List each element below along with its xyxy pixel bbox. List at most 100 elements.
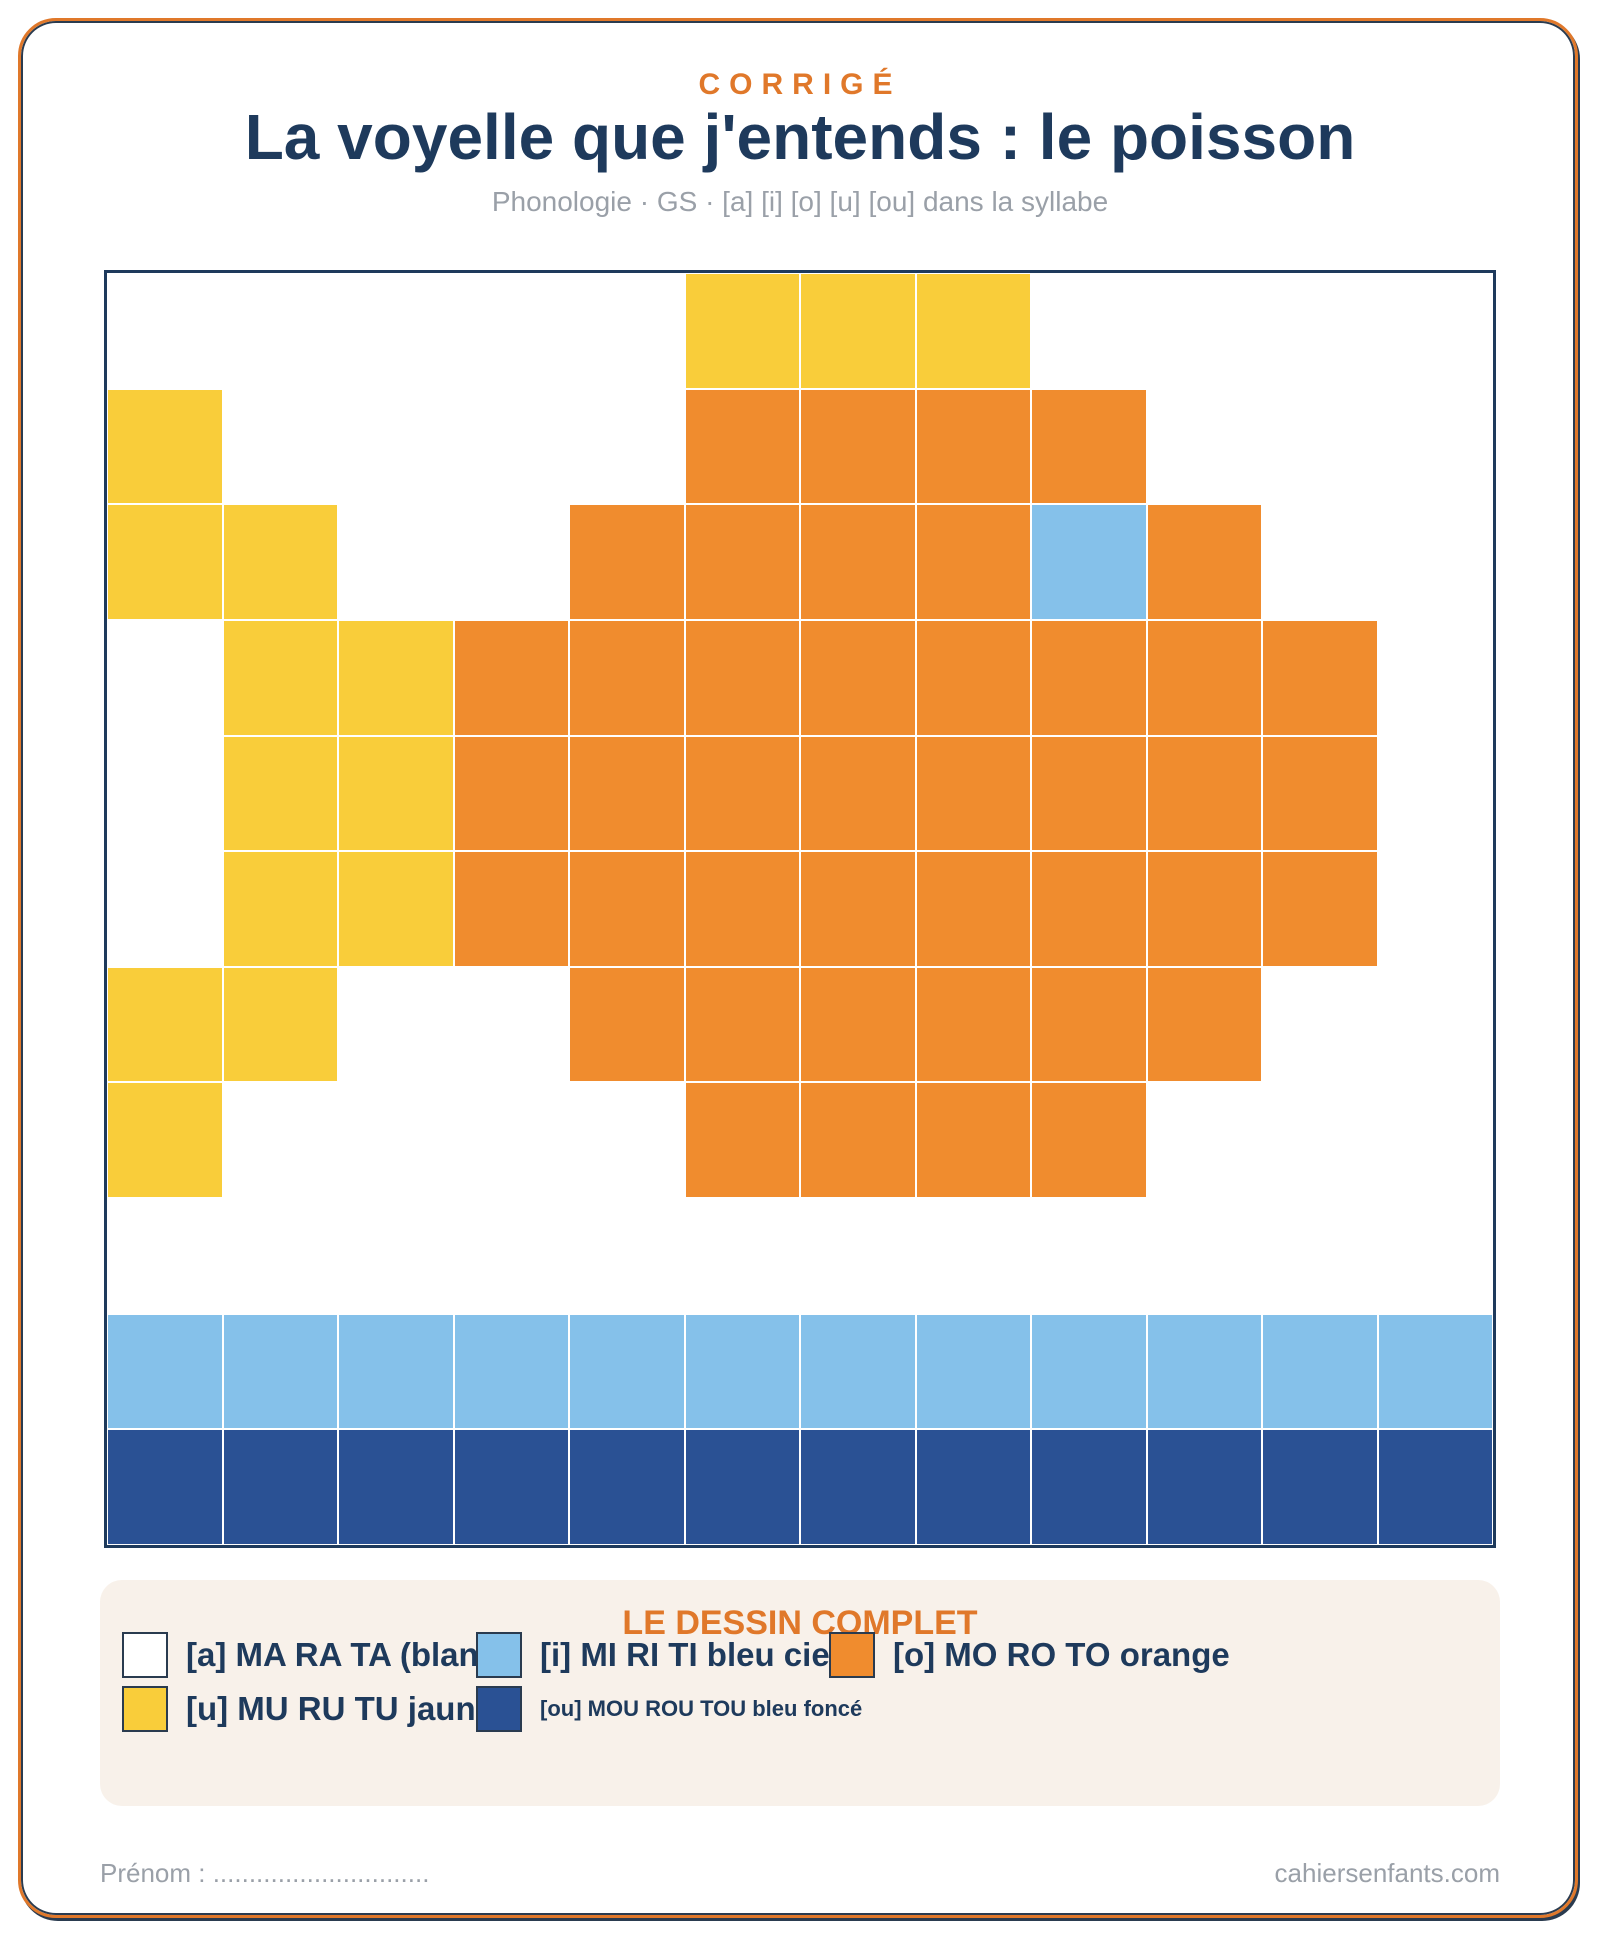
grid-cell-white: [453, 504, 569, 620]
grid-cell-white: [569, 388, 685, 505]
grid-cell-orange: [684, 619, 800, 736]
grid-cell-orange: [569, 966, 685, 1083]
grid-cell-orange: [684, 735, 800, 852]
legend-item-ou: [ou] MOU ROU TOU bleu foncé: [476, 1686, 862, 1732]
grid-cell-light-blue: [338, 1313, 454, 1430]
grid-cell-dark-blue: [1146, 1429, 1262, 1545]
grid-cell-yellow: [684, 273, 800, 389]
grid-cell-white: [222, 388, 338, 505]
grid-cell-dark-blue: [569, 1429, 685, 1545]
grid-cell-light-blue: [1146, 1313, 1262, 1430]
grid-cell-white: [1377, 735, 1493, 852]
grid-cell-orange: [800, 851, 916, 967]
grid-cell-white: [1377, 1082, 1493, 1199]
grid-cell-orange: [684, 851, 800, 967]
grid-cell-orange: [915, 504, 1031, 620]
legend-item-i: [i] MI RI TI bleu ciel: [476, 1632, 839, 1678]
grid-cell-yellow: [338, 851, 454, 967]
grid-cell-yellow: [338, 735, 454, 852]
grid-cell-light-blue: [684, 1313, 800, 1430]
grid-cell-white: [1377, 504, 1493, 620]
grid-cell-white: [338, 273, 454, 389]
grid-cell-light-blue: [222, 1313, 338, 1430]
grid-cell-dark-blue: [222, 1429, 338, 1545]
grid-cell-orange: [800, 388, 916, 505]
grid-cell-yellow: [222, 735, 338, 852]
legend-swatch-orange: [829, 1632, 875, 1678]
grid-cell-orange: [915, 735, 1031, 852]
grid-cell-white: [1262, 1198, 1378, 1314]
grid-cell-white: [1377, 851, 1493, 967]
grid-cell-white: [453, 1198, 569, 1314]
grid-cell-white: [1377, 388, 1493, 505]
grid-cell-white: [1262, 1082, 1378, 1199]
grid-cell-orange: [1262, 735, 1378, 852]
grid-cell-orange: [800, 966, 916, 1083]
grid-cell-orange: [915, 851, 1031, 967]
legend-swatch-yellow: [122, 1686, 168, 1732]
grid-cell-yellow: [222, 619, 338, 736]
grid-cell-white: [453, 273, 569, 389]
grid-cell-white: [222, 1198, 338, 1314]
grid-cell-orange: [1262, 619, 1378, 736]
legend-item-a: [a] MA RA TA (blanc): [122, 1632, 508, 1678]
grid-cell-white: [569, 273, 685, 389]
grid-cell-white: [1377, 966, 1493, 1083]
grid-cell-dark-blue: [453, 1429, 569, 1545]
legend-title: LE DESSIN COMPLET: [622, 1604, 978, 1642]
grid-cell-light-blue: [800, 1313, 916, 1430]
grid-cell-light-blue: [1377, 1313, 1493, 1430]
page-title: La voyelle que j'entends : le poisson: [244, 101, 1356, 173]
grid-cell-white: [1262, 504, 1378, 620]
grid-cell-orange: [1031, 388, 1147, 505]
grid-cell-white: [338, 1082, 454, 1199]
grid-cell-orange: [684, 504, 800, 620]
grid-cell-orange: [569, 851, 685, 967]
grid-cell-orange: [1146, 619, 1262, 736]
legend-item-o: [o] MO RO TO orange: [829, 1632, 1230, 1678]
grid-cell-light-blue: [1031, 504, 1147, 620]
grid-cell-orange: [915, 1082, 1031, 1199]
grid-cell-white: [1377, 619, 1493, 736]
grid-cell-dark-blue: [107, 1429, 223, 1545]
grid-cell-orange: [1146, 966, 1262, 1083]
grid-cell-orange: [569, 619, 685, 736]
legend-swatch-light-blue: [476, 1632, 522, 1678]
answer-key-kicker: CORRIGÉ: [698, 68, 902, 101]
grid-cell-orange: [1031, 619, 1147, 736]
legend-label: [ou] MOU ROU TOU bleu foncé: [540, 1696, 863, 1721]
grid-cell-orange: [1031, 1082, 1147, 1199]
grid-cell-white: [569, 1082, 685, 1199]
grid-cell-light-blue: [1031, 1313, 1147, 1430]
grid-cell-orange: [800, 735, 916, 852]
page-subtitle: Phonologie · GS · [a] [i] [o] [u] [ou] d…: [491, 186, 1109, 217]
legend-swatch-white: [122, 1632, 168, 1678]
grid-cell-orange: [915, 388, 1031, 505]
coloring-grid-frame: [104, 270, 1496, 1548]
grid-cell-white: [453, 966, 569, 1083]
grid-cell-white: [1377, 1198, 1493, 1314]
grid-cell-yellow: [800, 273, 916, 389]
grid-cell-orange: [800, 504, 916, 620]
grid-cell-orange: [1031, 966, 1147, 1083]
legend-label: [a] MA RA TA (blanc): [186, 1636, 509, 1673]
grid-cell-dark-blue: [1377, 1429, 1493, 1545]
grid-cell-light-blue: [915, 1313, 1031, 1430]
coloring-grid: [107, 273, 1493, 1545]
grid-cell-light-blue: [453, 1313, 569, 1430]
grid-cell-white: [453, 388, 569, 505]
grid-cell-light-blue: [107, 1313, 223, 1430]
grid-cell-white: [453, 1082, 569, 1199]
grid-cell-dark-blue: [1031, 1429, 1147, 1545]
legend-label: [u] MU RU TU jaune: [186, 1690, 494, 1727]
grid-cell-yellow: [338, 619, 454, 736]
grid-cell-orange: [800, 619, 916, 736]
grid-cell-white: [1262, 388, 1378, 505]
grid-cell-white: [222, 273, 338, 389]
grid-cell-white: [1146, 388, 1262, 505]
grid-cell-orange: [453, 619, 569, 736]
grid-cell-orange: [453, 851, 569, 967]
grid-cell-white: [1031, 1198, 1147, 1314]
grid-cell-white: [1262, 273, 1378, 389]
grid-cell-yellow: [107, 966, 223, 1083]
